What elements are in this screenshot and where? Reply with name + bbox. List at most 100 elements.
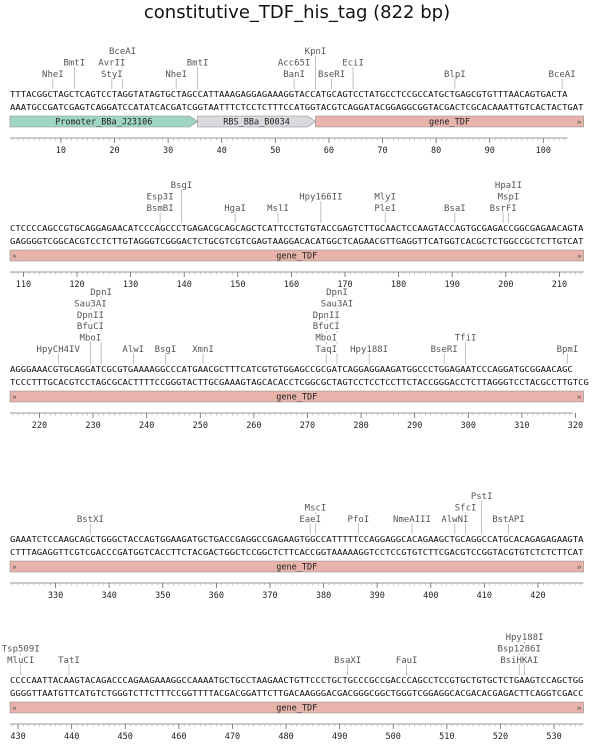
- restriction-site-label[interactable]: EaeI: [299, 515, 321, 525]
- restriction-site-label[interactable]: BsiHKAI: [500, 656, 538, 666]
- restriction-site-label[interactable]: DpnII: [313, 311, 340, 321]
- restriction-site-label[interactable]: BfuCI: [77, 322, 104, 332]
- restriction-site-label[interactable]: TaqI: [315, 345, 337, 355]
- restriction-site-label[interactable]: BmtI: [63, 59, 85, 69]
- feature-gene[interactable]: [315, 115, 584, 128]
- site-label-bg: [62, 57, 87, 68]
- ruler-tick-label: 440: [64, 732, 79, 742]
- restriction-site-label[interactable]: HpaII: [495, 181, 522, 191]
- restriction-site-label[interactable]: BsmBI: [147, 204, 174, 214]
- restriction-site-label[interactable]: AlwI: [122, 345, 144, 355]
- restriction-site-label[interactable]: MluCI: [7, 656, 34, 666]
- restriction-site-label[interactable]: SfcI: [455, 504, 477, 514]
- restriction-site-label[interactable]: Hpy188I: [350, 345, 388, 355]
- sequence-row: NheIBmtIStyIAvrIIBceAINheIBmtIBanIAcc65I…: [9, 46, 584, 156]
- restriction-site-label[interactable]: DpnI: [90, 288, 112, 298]
- restriction-site-label[interactable]: BceAI: [549, 70, 576, 80]
- restriction-site-label[interactable]: KpnI: [305, 47, 327, 57]
- restriction-site-label[interactable]: AvrII: [98, 59, 125, 69]
- feature-promoter[interactable]: [9, 115, 199, 128]
- ruler-tick-label: 470: [225, 732, 240, 742]
- restriction-site-label[interactable]: Tsp509I: [2, 645, 40, 655]
- restriction-site-label[interactable]: FauI: [396, 656, 418, 666]
- ruler-tick-label: 210: [552, 280, 567, 290]
- restriction-site-label[interactable]: MspI: [498, 193, 520, 203]
- ruler-tick-label: 450: [118, 732, 133, 742]
- ruler-tick-label: 170: [337, 280, 352, 290]
- site-label-bg: [303, 46, 328, 56]
- site-label-bg: [107, 46, 138, 56]
- restriction-site-label[interactable]: PleI: [374, 204, 396, 214]
- restriction-site-label[interactable]: BceAI: [109, 47, 136, 57]
- restriction-site-label[interactable]: NheI: [42, 70, 64, 80]
- restriction-site-label[interactable]: TfiI: [455, 334, 477, 344]
- restriction-site-label[interactable]: NheI: [165, 70, 187, 80]
- site-label-bg: [453, 332, 478, 343]
- restriction-site-label[interactable]: MlyI: [374, 193, 396, 203]
- restriction-site-label[interactable]: Hpy166II: [299, 193, 342, 203]
- restriction-site-label[interactable]: MboI: [80, 334, 102, 344]
- continuation-marker: »: [577, 118, 582, 127]
- restriction-site-label[interactable]: BsgI: [171, 181, 193, 191]
- site-label-bg: [504, 632, 545, 642]
- bottom-strand: TCCCTTTGCACGTCCTAGCGCACTTTTCCGGGTACTTGCG…: [10, 377, 589, 387]
- site-label-bg: [440, 514, 470, 524]
- restriction-site-label[interactable]: EciI: [342, 59, 364, 69]
- restriction-site-label[interactable]: BstAPI: [492, 515, 525, 525]
- site-label-bg: [121, 344, 146, 354]
- restriction-site-label[interactable]: BmtI: [187, 59, 209, 69]
- restriction-site-label[interactable]: Hpy188I: [506, 633, 544, 643]
- restriction-site-label[interactable]: XmnI: [192, 345, 214, 355]
- restriction-site-label[interactable]: Esp3I: [147, 193, 174, 203]
- restriction-site-label[interactable]: MscI: [305, 504, 327, 514]
- restriction-site-label[interactable]: BseRI: [431, 345, 458, 355]
- restriction-site-label[interactable]: NmeAIII: [393, 515, 431, 525]
- restriction-site-label[interactable]: Sau3AI: [321, 299, 354, 309]
- restriction-site-label[interactable]: BseRI: [318, 70, 345, 80]
- restriction-site-label[interactable]: DpnII: [77, 311, 104, 321]
- bottom-strand: AAATGCCGATCGAGTCAGGATCCATATCACGATCGGTAAT…: [10, 102, 584, 112]
- restriction-site-label[interactable]: StyI: [101, 70, 123, 80]
- feature-gene[interactable]: [9, 701, 584, 714]
- site-label-bg: [319, 298, 355, 308]
- restriction-site-label[interactable]: BsrFI: [490, 204, 517, 214]
- site-label-bg: [75, 321, 106, 331]
- restriction-site-label[interactable]: PstI: [471, 492, 493, 502]
- restriction-site-label[interactable]: HpyCH4IV: [37, 345, 81, 355]
- feature-label: gene_TDF: [276, 252, 317, 262]
- ruler-tick-label: 370: [262, 591, 277, 601]
- ruler-tick-label: 280: [353, 421, 368, 431]
- ruler-tick-label: 80: [431, 146, 441, 156]
- feature-gene[interactable]: [9, 390, 584, 403]
- feature-gene[interactable]: [9, 249, 584, 262]
- ruler-tick-label: 510: [439, 732, 454, 742]
- restriction-site-label[interactable]: Bsp1286I: [498, 645, 541, 655]
- restriction-site-label[interactable]: TatI: [58, 656, 80, 666]
- restriction-site-label[interactable]: HgaI: [224, 204, 246, 214]
- restriction-site-label[interactable]: Sau3AI: [74, 299, 107, 309]
- ruler-tick-label: 410: [477, 591, 492, 601]
- restriction-site-label[interactable]: BsaXI: [334, 656, 361, 666]
- continuation-marker: »: [12, 563, 17, 572]
- restriction-site-label[interactable]: DpnI: [326, 288, 348, 298]
- restriction-site-label[interactable]: BpmI: [557, 345, 579, 355]
- site-label-bg: [185, 57, 210, 68]
- restriction-site-label[interactable]: AlwNI: [441, 515, 468, 525]
- feature-gene[interactable]: [9, 560, 584, 573]
- restriction-site-label[interactable]: BfuCI: [313, 322, 340, 332]
- restriction-site-label[interactable]: BanI: [283, 70, 305, 80]
- ruler-tick-label: 460: [171, 732, 186, 742]
- ruler-tick-label: 340: [101, 591, 116, 601]
- restriction-site-label[interactable]: Acc65I: [278, 59, 311, 69]
- restriction-site-label[interactable]: PfoI: [348, 515, 370, 525]
- restriction-site-label[interactable]: BlpI: [444, 70, 466, 80]
- restriction-site-label[interactable]: BstXI: [77, 515, 104, 525]
- top-strand: CTCCCCAGCCGTGCAGGAGAACATCCCAGCCCTGAGACGC…: [10, 223, 584, 233]
- restriction-site-label[interactable]: BsaI: [444, 204, 466, 214]
- restriction-site-label[interactable]: BsgI: [155, 345, 177, 355]
- feature-rbs[interactable]: [197, 115, 317, 128]
- restriction-site-label[interactable]: MslI: [267, 204, 289, 214]
- restriction-site-label[interactable]: MboI: [315, 334, 337, 344]
